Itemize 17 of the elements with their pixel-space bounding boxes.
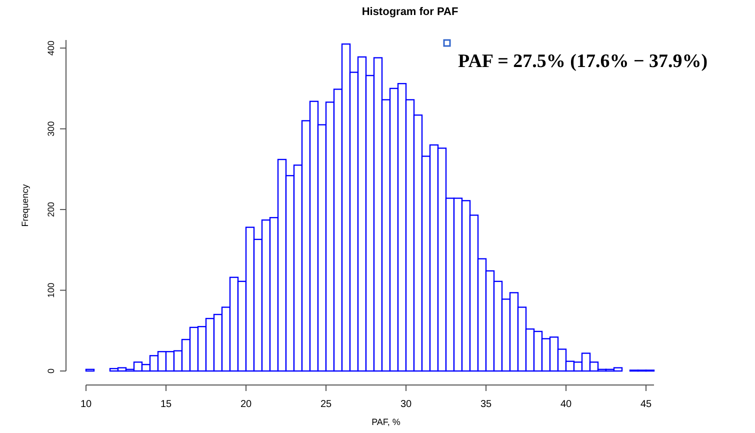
- x-tick-label: 15: [160, 399, 172, 410]
- chart-title: Histogram for PAF: [362, 6, 458, 18]
- x-tick-label: 10: [80, 399, 92, 410]
- x-tick-label: 35: [480, 399, 492, 410]
- x-tick-label: 40: [560, 399, 572, 410]
- y-tick-label: 300: [46, 121, 56, 136]
- y-axis-title: Frequency: [20, 184, 30, 227]
- annotation: PAF = 27.5% (17.6% − 37.9%): [458, 51, 708, 72]
- y-tick-label: 400: [46, 40, 56, 56]
- y-tick-label: 0: [46, 368, 56, 374]
- x-tick-label: 45: [640, 399, 652, 410]
- x-tick-label: 30: [400, 399, 412, 410]
- x-tick-label: 25: [320, 399, 332, 410]
- y-tick-label: 100: [46, 282, 56, 298]
- y-tick-label: 200: [46, 202, 56, 218]
- x-tick-label: 20: [240, 399, 252, 410]
- x-axis-title: PAF, %: [372, 417, 400, 427]
